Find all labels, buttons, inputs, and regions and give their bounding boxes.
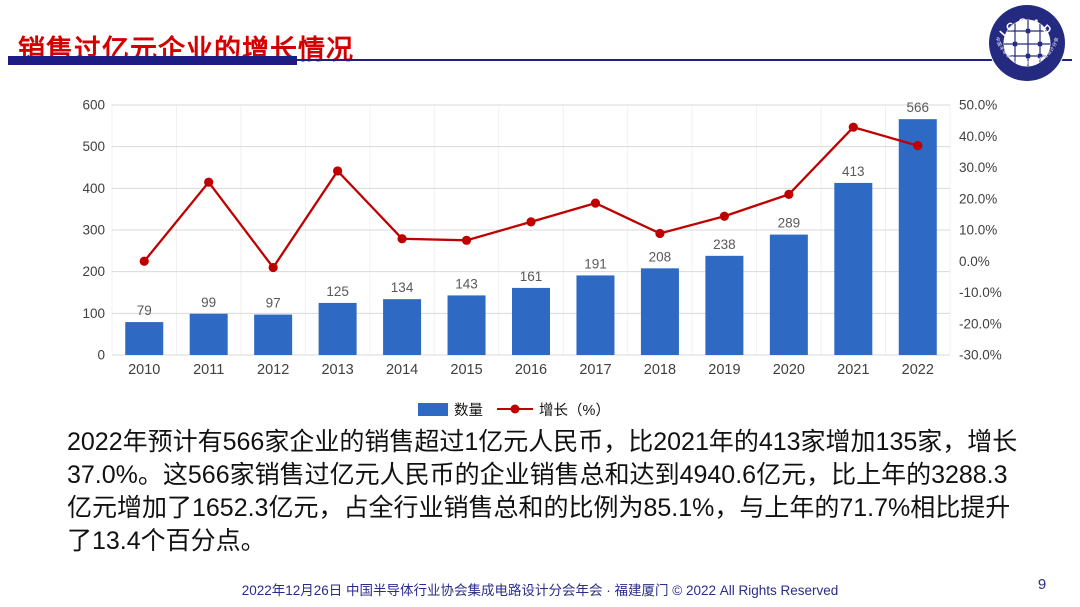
svg-text:125: 125 — [326, 284, 349, 299]
svg-text:2021: 2021 — [837, 362, 869, 378]
svg-text:600: 600 — [82, 98, 105, 113]
svg-text:2011: 2011 — [193, 362, 224, 378]
svg-text:0.0%: 0.0% — [959, 254, 990, 269]
svg-text:79: 79 — [137, 303, 152, 318]
svg-text:208: 208 — [649, 249, 672, 264]
title-underline-thin — [8, 59, 1072, 61]
svg-text:2012: 2012 — [257, 362, 289, 378]
svg-text:2013: 2013 — [321, 362, 353, 378]
svg-text:191: 191 — [584, 256, 607, 271]
svg-text:100: 100 — [82, 306, 105, 321]
svg-text:-30.0%: -30.0% — [959, 348, 1002, 363]
svg-text:2015: 2015 — [450, 362, 482, 378]
svg-text:2010: 2010 — [128, 362, 160, 378]
svg-text:2016: 2016 — [515, 362, 547, 378]
svg-text:2022: 2022 — [902, 362, 934, 378]
svg-text:20.0%: 20.0% — [959, 191, 997, 206]
legend-label-quantity: 数量 — [454, 402, 484, 419]
line-swatch-icon — [497, 404, 534, 414]
svg-text:2019: 2019 — [708, 362, 740, 378]
svg-text:97: 97 — [266, 296, 281, 311]
svg-text:-10.0%: -10.0% — [959, 285, 1002, 300]
page-number: 9 — [1037, 576, 1047, 593]
svg-text:400: 400 — [82, 181, 105, 196]
svg-text:500: 500 — [82, 139, 105, 154]
footer-credit: 2022年12月26日 中国半导体行业协会集成电路设计分会年会 · 福建厦门 ©… — [241, 583, 839, 598]
svg-text:99: 99 — [201, 295, 216, 310]
svg-text:40.0%: 40.0% — [959, 129, 997, 144]
svg-text:413: 413 — [842, 164, 865, 179]
svg-text:30.0%: 30.0% — [959, 160, 997, 175]
summary-paragraph: 2022年预计有566家企业的销售超过1亿元人民币，比2021年的413家增加1… — [67, 428, 1018, 555]
svg-text:300: 300 — [82, 223, 105, 238]
svg-text:0: 0 — [97, 348, 105, 363]
legend-label-growth: 增长（%） — [539, 402, 610, 419]
bar-swatch-icon — [418, 402, 449, 416]
title-underline-thick — [8, 56, 297, 65]
svg-text:2020: 2020 — [773, 362, 805, 378]
svg-text:289: 289 — [778, 216, 801, 231]
iccad-logo-icon: ICCAD 中国半导体行业协会集成电路设计分会 — [986, 2, 1068, 84]
chart-legend: 数量 增长（%） — [78, 399, 950, 419]
svg-text:161: 161 — [520, 269, 543, 284]
svg-text:-20.0%: -20.0% — [959, 316, 1002, 331]
svg-text:143: 143 — [455, 276, 478, 291]
svg-text:200: 200 — [82, 264, 105, 279]
legend-item-growth: 增长（%） — [497, 399, 610, 420]
svg-text:2014: 2014 — [386, 362, 418, 378]
svg-text:2017: 2017 — [579, 362, 611, 378]
combo-chart: 0 100 200 300 400 500 600 -30.0% -20.0% -10.0% 0.0… — [78, 96, 1013, 392]
svg-text:134: 134 — [391, 280, 414, 295]
svg-text:10.0%: 10.0% — [959, 223, 997, 238]
legend-item-quantity: 数量 — [418, 399, 483, 420]
svg-text:2018: 2018 — [644, 362, 676, 378]
svg-text:566: 566 — [907, 100, 930, 115]
svg-text:50.0%: 50.0% — [959, 98, 997, 113]
svg-text:238: 238 — [713, 237, 736, 252]
